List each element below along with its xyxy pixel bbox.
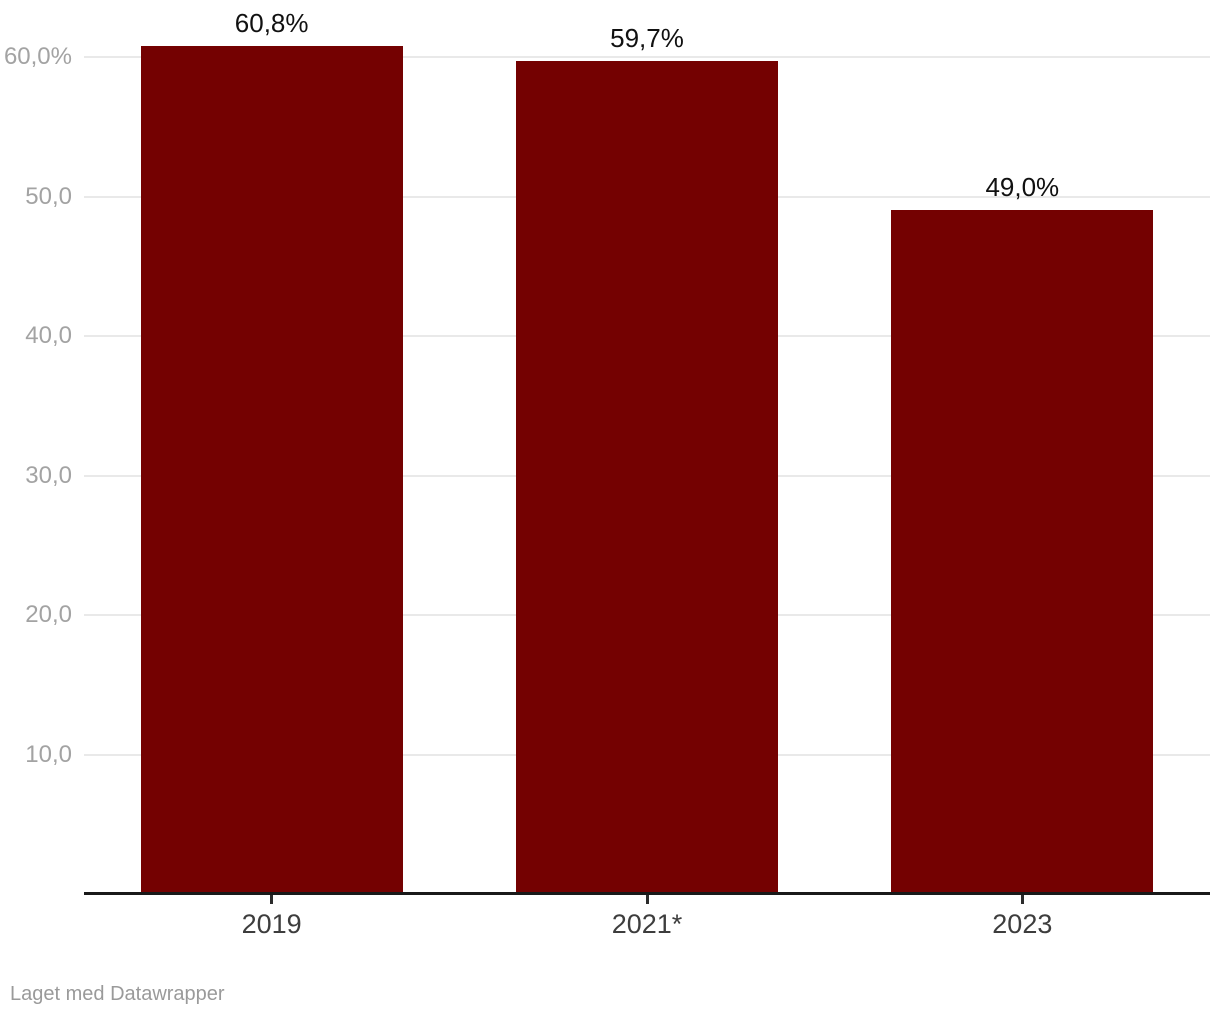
y-tick-label-10: 10,0	[25, 740, 72, 768]
value-label-2019: 60,8%	[234, 7, 309, 38]
y-tick-label-50: 50,0	[25, 182, 72, 210]
gridline-60	[84, 56, 1210, 58]
bar-2021*[interactable]	[516, 61, 778, 893]
x-axis-line	[84, 892, 1210, 895]
x-tick-label-2021*: 2021*	[611, 909, 683, 939]
bar-2019[interactable]	[140, 45, 403, 893]
y-tick-label-30: 30,0	[25, 461, 72, 489]
bar-2023[interactable]	[891, 210, 1154, 893]
x-tick-mark-2021*	[645, 895, 649, 904]
y-tick-label-40: 40,0	[25, 322, 72, 349]
value-label-2023: 49,0%	[985, 172, 1060, 203]
x-tick-label-2023: 2023	[992, 909, 1053, 939]
x-tick-label-2019: 2019	[241, 909, 302, 939]
datawrapper-credit-link[interactable]: Laget med Datawrapper	[10, 983, 225, 1005]
y-tick-label-60: 60,0%	[3, 43, 72, 70]
x-tick-mark-2019	[270, 895, 274, 904]
x-tick-mark-2023	[1020, 895, 1024, 904]
y-tick-label-20: 20,0	[25, 601, 72, 628]
value-label-2021*: 59,7%	[610, 23, 684, 54]
